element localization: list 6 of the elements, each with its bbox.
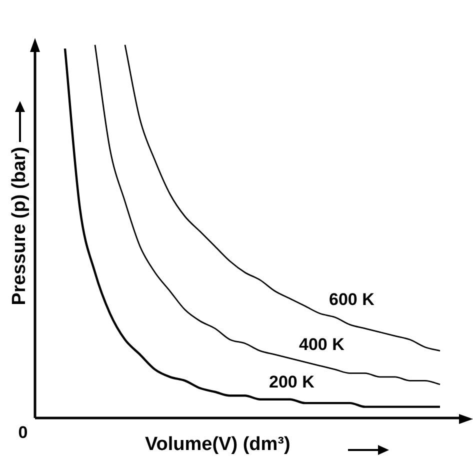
series-label: 600 K — [329, 290, 376, 310]
y-axis-title: Pressure (p) (bar) — [9, 146, 31, 308]
x-axis-title: Volume(V) (dm³) — [145, 434, 290, 456]
series-label: 200 K — [269, 372, 316, 392]
series-label: 400 K — [299, 335, 346, 354]
text: 0 — [18, 423, 28, 442]
